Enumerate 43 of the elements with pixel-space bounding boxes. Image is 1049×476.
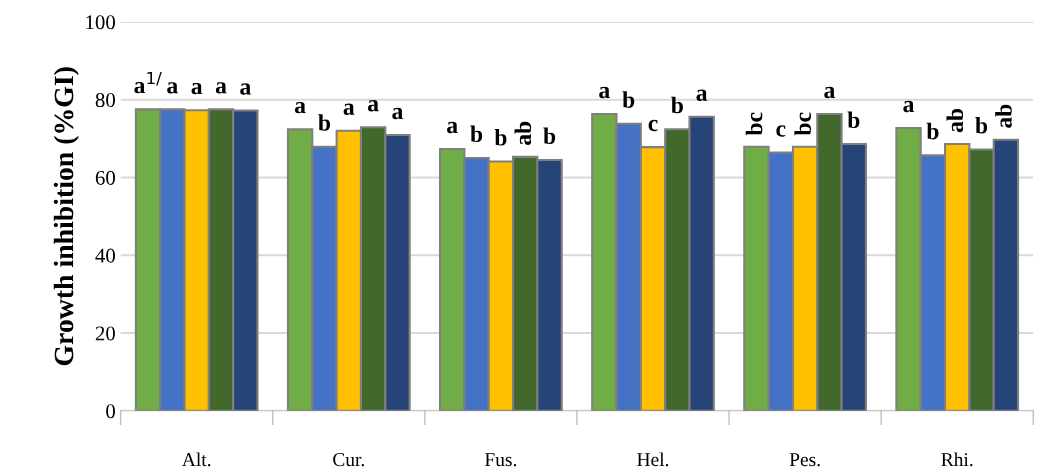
annotation: a xyxy=(343,103,355,115)
x-tick-label: Fus. xyxy=(484,453,517,467)
x-tick-label: Alt. xyxy=(182,452,211,467)
annotation: a xyxy=(824,86,835,99)
annotation: ab xyxy=(995,104,1012,128)
annotation: b xyxy=(543,127,556,145)
annotation: a xyxy=(447,121,458,134)
x-tick-label: Rhi. xyxy=(941,452,973,467)
x-tick-label: Cur. xyxy=(333,453,364,467)
y-tick-label: 20 xyxy=(95,326,115,341)
annotation: b xyxy=(494,128,507,146)
annotation: a xyxy=(367,100,379,112)
annotation: a xyxy=(599,86,610,99)
annotation: b xyxy=(671,96,683,114)
annotation: a xyxy=(392,107,404,120)
annotation: bc xyxy=(794,112,812,136)
annotation: a xyxy=(191,82,203,95)
annotation: a xyxy=(215,82,227,94)
annotation: b xyxy=(926,122,939,140)
y-axis-title: Growth inhibition (%GI) xyxy=(53,67,79,366)
annotation: bc xyxy=(745,112,763,136)
annotation: b xyxy=(975,116,988,134)
annotation: b xyxy=(470,125,483,143)
y-tick-label: 0 xyxy=(106,404,115,419)
annotation: b xyxy=(847,111,860,129)
annotation: c xyxy=(776,125,786,137)
annotation: a xyxy=(294,102,306,114)
annotation: a xyxy=(240,83,251,95)
annotation: b xyxy=(318,114,331,131)
y-tick-label: 80 xyxy=(95,93,115,108)
annotation: a xyxy=(167,82,178,94)
annotation: a$^{1/}$ xyxy=(134,72,162,94)
x-tick-label: Hel. xyxy=(637,452,669,467)
x-tick-label: Pes. xyxy=(789,453,820,467)
annotation: a xyxy=(696,89,708,101)
annotation: ab xyxy=(946,108,964,133)
annotation: b xyxy=(622,91,635,108)
annotation: a xyxy=(903,100,915,113)
y-tick-label: 100 xyxy=(86,15,115,30)
annotation: c xyxy=(648,119,658,132)
annotation: ab xyxy=(514,121,532,145)
y-tick-label: 40 xyxy=(95,248,115,263)
y-tick-label: 60 xyxy=(95,170,115,185)
